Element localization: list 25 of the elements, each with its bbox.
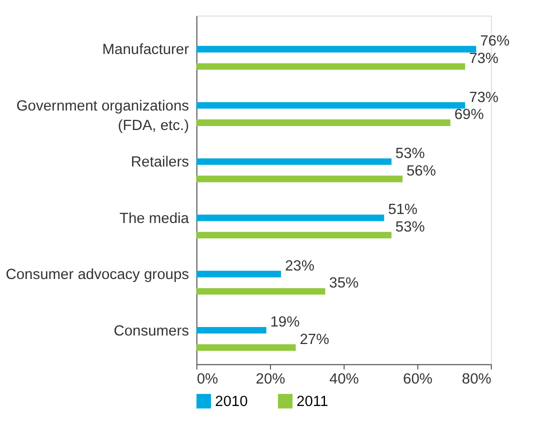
data-label: 35%: [329, 276, 359, 292]
data-label: 56%: [406, 163, 436, 180]
data-label: 76%: [480, 34, 510, 50]
data-label: 73%: [469, 90, 499, 106]
x-tick-label: 80%: [462, 371, 492, 388]
y-tick-label: Manufacturer: [102, 42, 190, 58]
x-tick-label: 40%: [329, 371, 359, 388]
data-label: 69%: [454, 107, 484, 124]
data-label: 19%: [270, 314, 300, 331]
x-tick-label: 0%: [196, 371, 218, 388]
data-label: 53%: [395, 146, 425, 162]
legend-label: 2011: [296, 394, 328, 410]
y-tick-label: Government organizations (FDA, etc.): [16, 98, 189, 134]
y-tick-label: Retailers: [130, 154, 189, 171]
data-label: 23%: [284, 258, 314, 274]
data-label: 73%: [469, 50, 499, 67]
data-label: 51%: [388, 202, 418, 218]
data-label: 53%: [395, 220, 425, 236]
data-label: 27%: [300, 332, 330, 348]
legend-label: 2010: [215, 394, 248, 410]
y-tick-label: Consumer advocacy groups: [6, 267, 189, 284]
y-tick-label: The media: [119, 210, 190, 227]
x-tick-label: 60%: [403, 371, 432, 388]
x-tick-label: 20%: [256, 371, 286, 388]
y-tick-label: Consumers: [114, 323, 189, 340]
